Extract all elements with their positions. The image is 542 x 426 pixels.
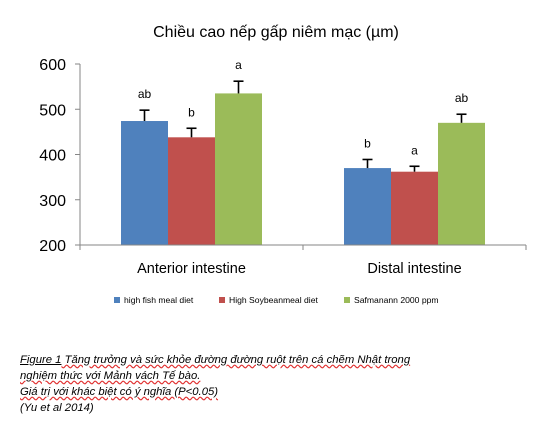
significance-label: a — [411, 143, 418, 157]
y-tick-label: 500 — [39, 102, 66, 119]
bar — [438, 122, 485, 245]
caption-line-1-text: Tăng trưởng và sức khỏe đường đường ruột… — [61, 354, 411, 366]
legend: high fish meal diet High Soybeanmeal diet… — [114, 295, 439, 305]
caption-line-2: nghiệm thức với Mảnh vách Tế bào. — [20, 370, 201, 382]
legend-label: High Soybeanmeal diet — [229, 295, 318, 305]
chart-svg: Chiều cao nếp gấp niêm mạc (µm) 200 300 40… — [39, 24, 527, 305]
bar — [168, 137, 215, 245]
bar — [121, 121, 168, 245]
legend-label: Safmanann 2000 ppm — [354, 295, 439, 305]
significance-label: ab — [455, 91, 469, 105]
legend-swatch — [114, 297, 120, 303]
bar — [391, 171, 438, 245]
caption-line-3: Giá trị với khác biệt có ý nghĩa (P<0.05… — [20, 386, 219, 398]
significance-label: b — [364, 136, 371, 150]
legend-swatch — [219, 297, 225, 303]
figure-caption: Figure 1 Tăng trưởng và sức khỏe đường đ… — [20, 352, 530, 416]
y-tick-label: 600 — [39, 57, 66, 74]
bar — [344, 168, 391, 245]
bar — [215, 93, 262, 245]
legend-swatch — [344, 297, 350, 303]
caption-line-4: (Yu et al 2014) — [20, 402, 94, 414]
y-tick-label: 200 — [39, 238, 66, 255]
caption-line-1: Figure 1 Tăng trưởng và sức khỏe đường đ… — [20, 352, 530, 368]
significance-label: a — [235, 58, 242, 72]
chart-title: Chiều cao nếp gấp niêm mạc (µm) — [153, 24, 399, 41]
y-tick-label: 400 — [39, 148, 66, 165]
x-axis: Anterior intestine Distal intestine — [79, 244, 527, 277]
y-tick-label: 300 — [39, 193, 66, 210]
y-axis: 200 300 400 500 600 — [39, 57, 81, 255]
caption-figure-label: Figure 1 — [20, 354, 62, 366]
x-tick-label: Anterior intestine — [137, 261, 246, 277]
significance-label: ab — [138, 87, 152, 101]
significance-label: b — [188, 105, 195, 119]
legend-label: high fish meal diet — [124, 295, 194, 305]
chart: Chiều cao nếp gấp niêm mạc (µm) 200 300 40… — [39, 24, 527, 305]
x-tick-label: Distal intestine — [367, 261, 461, 277]
